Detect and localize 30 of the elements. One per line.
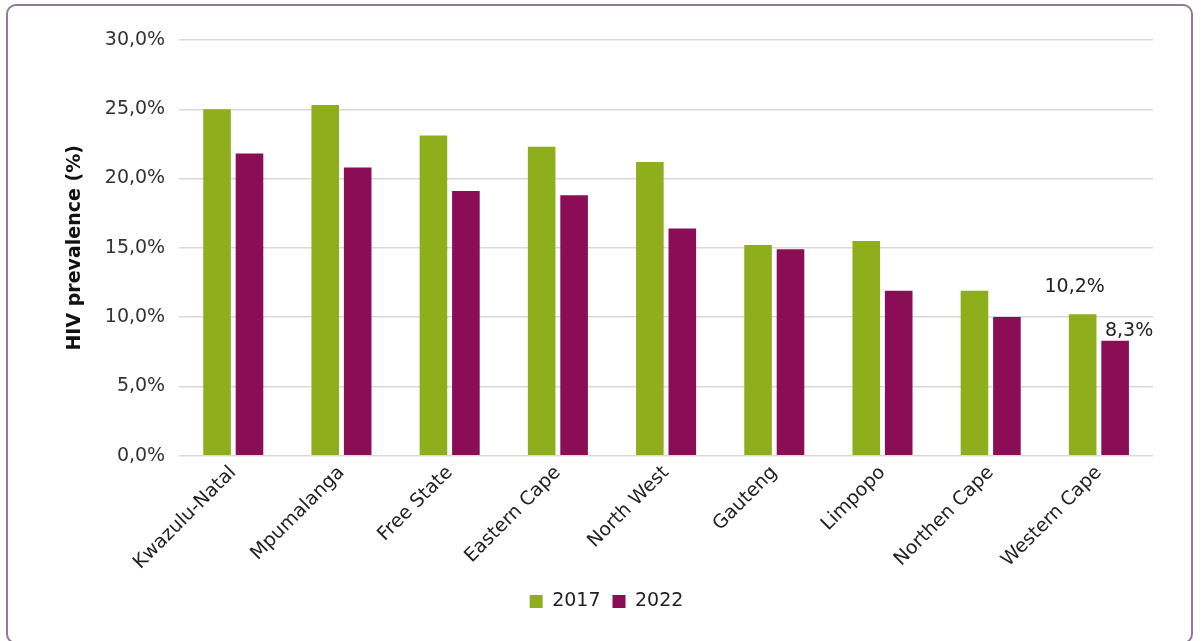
y-tick-label: 0,0% bbox=[116, 442, 166, 465]
bar bbox=[852, 240, 881, 455]
bar bbox=[452, 191, 480, 455]
y-tick-label: 25,0% bbox=[104, 96, 166, 119]
y-tick-label: 15,0% bbox=[104, 234, 166, 257]
bar bbox=[884, 290, 913, 455]
y-tick-label: 10,0% bbox=[104, 304, 166, 327]
bar bbox=[311, 105, 340, 455]
bar bbox=[636, 161, 664, 455]
bar bbox=[527, 146, 556, 455]
bar bbox=[1101, 340, 1129, 455]
bar bbox=[419, 135, 448, 455]
legend-label: 2017 bbox=[552, 588, 601, 611]
data-label: 10,2% bbox=[1044, 273, 1105, 296]
bar bbox=[203, 109, 231, 455]
bar bbox=[1068, 314, 1097, 455]
y-tick-label: 5,0% bbox=[116, 373, 166, 396]
bar bbox=[960, 290, 989, 455]
legend-label: 2022 bbox=[635, 588, 684, 611]
bar bbox=[776, 249, 805, 455]
y-axis-title: HIV prevalence (%) bbox=[62, 145, 85, 351]
bar bbox=[235, 153, 264, 455]
y-tick-label: 30,0% bbox=[104, 26, 166, 49]
bar bbox=[668, 228, 697, 455]
data-label: 8,3% bbox=[1104, 318, 1154, 341]
y-tick-label: 20,0% bbox=[104, 165, 166, 188]
bar bbox=[744, 245, 772, 455]
bar bbox=[343, 167, 372, 455]
bar bbox=[560, 195, 588, 455]
bar bbox=[993, 317, 1021, 455]
